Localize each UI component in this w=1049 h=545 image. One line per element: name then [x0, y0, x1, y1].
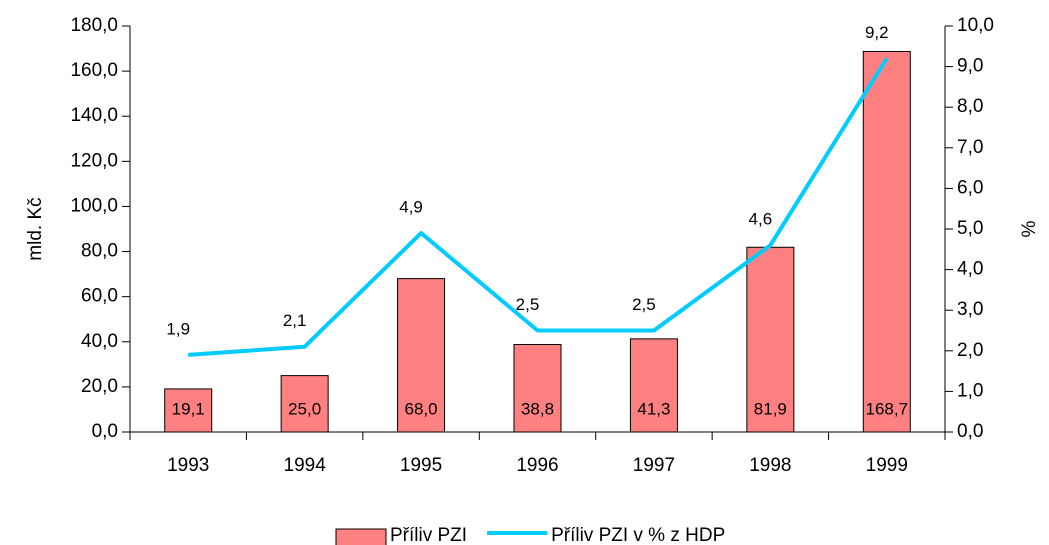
bar: [280, 375, 329, 433]
bar: [629, 338, 678, 433]
y-tick-label: 140,0: [70, 105, 118, 126]
bar-value-label: 38,8: [521, 399, 554, 418]
y2-tick-label: 3,0: [957, 299, 983, 320]
x-tick-label: 1997: [633, 455, 675, 476]
y2-tick-label: 5,0: [957, 218, 983, 239]
line-value-label: 9,2: [865, 23, 889, 42]
y2-tick-label: 1,0: [957, 380, 983, 401]
y2-tick-label: 7,0: [957, 137, 983, 158]
x-tick-label: 1995: [400, 455, 442, 476]
x-tick-label: 1998: [749, 455, 791, 476]
line-value-label: 2,5: [632, 295, 656, 314]
legend-label: Příliv PZI v % z HDP: [551, 525, 725, 545]
y-axis-label: mld. Kč: [25, 197, 46, 260]
bar-value-label: 68,0: [405, 399, 438, 418]
x-tick-label: 1993: [167, 455, 209, 476]
x-tick-label: 1994: [284, 455, 327, 476]
y-tick-label: 20,0: [81, 376, 118, 397]
bar: [862, 50, 911, 433]
y-tick-label: 100,0: [70, 195, 118, 216]
line-value-label: 4,9: [399, 198, 423, 217]
y2-tick-label: 2,0: [957, 340, 983, 361]
bar: [513, 343, 562, 433]
y2-tick-label: 10,0: [957, 15, 994, 36]
bar-value-label: 168,7: [866, 399, 909, 418]
y2-tick-label: 6,0: [957, 177, 983, 198]
y-tick-label: 180,0: [70, 15, 118, 36]
y-tick-label: 80,0: [81, 241, 118, 262]
line: [188, 57, 889, 357]
bar: [164, 388, 213, 433]
legend-swatch: [335, 528, 387, 545]
line-value-label: 1,9: [166, 319, 190, 338]
y2-tick-label: 0,0: [957, 421, 983, 442]
line-value-label: 2,5: [516, 295, 540, 314]
bar-value-label: 25,0: [288, 399, 321, 418]
y-tick-label: 120,0: [70, 150, 118, 171]
line-value-label: 4,6: [749, 210, 773, 229]
y-tick-label: 160,0: [70, 60, 118, 81]
bar-value-label: 41,3: [637, 399, 670, 418]
x-tick-label: 1996: [516, 455, 558, 476]
y-tick-label: 0,0: [92, 421, 118, 442]
y2-tick-label: 8,0: [957, 96, 983, 117]
bar: [746, 246, 795, 433]
bar: [397, 278, 446, 433]
x-tick-label: 1999: [866, 455, 908, 476]
bar-value-label: 19,1: [172, 399, 205, 418]
y2-tick-label: 4,0: [957, 259, 983, 280]
y2-axis-label: %: [1019, 220, 1040, 237]
y2-tick-label: 9,0: [957, 56, 983, 77]
bar-value-label: 81,9: [754, 399, 787, 418]
y-tick-label: 60,0: [81, 286, 118, 307]
line-value-label: 2,1: [283, 311, 307, 330]
y-tick-label: 40,0: [81, 331, 118, 352]
legend-label: Příliv PZI: [390, 525, 467, 545]
